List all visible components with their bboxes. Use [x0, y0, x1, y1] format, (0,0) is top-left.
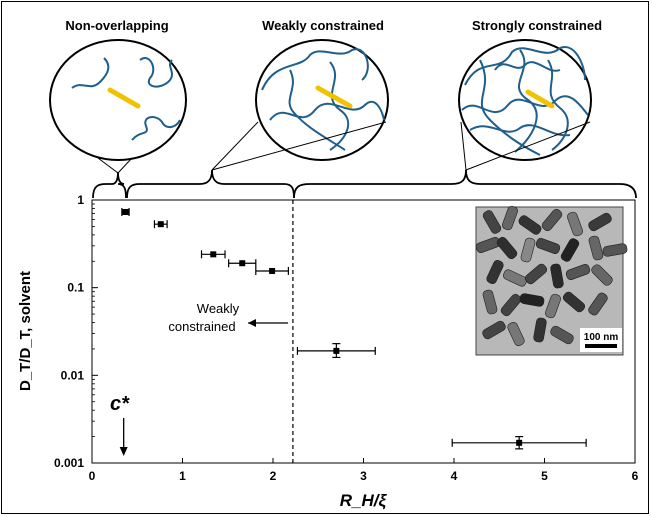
- data-point: [122, 208, 129, 215]
- x-tick-label: 6: [632, 469, 639, 483]
- polymer-chain: [329, 61, 350, 151]
- connector-line: [460, 121, 467, 171]
- tem-inset: 100 nm: [475, 205, 628, 356]
- data-point: [269, 267, 276, 274]
- tem-rod: [588, 235, 604, 261]
- title-strongly-constrained: Strongly constrained: [472, 18, 602, 33]
- polymer-chain: [464, 46, 586, 86]
- polymer-chain: [131, 116, 181, 141]
- tem-rod: [567, 211, 583, 237]
- x-tick-label: 4: [451, 469, 458, 483]
- y-tick-label: 0.001: [54, 456, 84, 470]
- tem-rod: [482, 210, 502, 234]
- tem-rod: [518, 215, 542, 235]
- x-tick-label: 1: [179, 469, 186, 483]
- ellipse-non-overlapping: [49, 39, 187, 161]
- x-tick-label: 0: [89, 469, 96, 483]
- scale-bar-label: 100 nm: [584, 332, 619, 343]
- data-points: [121, 207, 587, 450]
- title-non-overlapping: Non-overlapping: [65, 18, 168, 33]
- tem-rod: [502, 205, 518, 231]
- tem-rod: [507, 322, 525, 346]
- brace-weakly-constrained: [126, 169, 295, 199]
- tem-rod: [500, 293, 522, 317]
- arrowhead-left-icon: [248, 319, 256, 327]
- polymer-chain: [461, 95, 589, 116]
- polymer-chain: [261, 48, 369, 91]
- tem-rod: [560, 238, 580, 262]
- brace-non-overlapping: [92, 171, 127, 199]
- annotation-constrained: constrained: [168, 319, 235, 334]
- connector-line: [117, 157, 133, 174]
- c-star-label: c*: [110, 393, 130, 415]
- ellipse-weakly-constrained: [255, 39, 389, 161]
- y-tick-label: 1: [77, 193, 84, 207]
- tem-rod: [496, 236, 518, 260]
- tem-rod: [562, 291, 586, 313]
- polymer-chain: [494, 61, 561, 72]
- data-point: [333, 347, 340, 354]
- tem-rod: [520, 237, 536, 263]
- tem-rod: [524, 263, 548, 285]
- x-tick-label: 3: [360, 469, 367, 483]
- tem-rod: [591, 264, 613, 286]
- data-point: [239, 260, 246, 267]
- tem-rod: [588, 292, 608, 316]
- panel-weakly-constrained: [255, 39, 389, 161]
- x-axis: 0 1 2 3 4 5 6: [89, 458, 639, 483]
- scale-bar: [585, 344, 617, 348]
- tem-rod: [602, 243, 628, 257]
- y-tick-label: 0.1: [67, 281, 84, 295]
- x-tick-label: 5: [541, 469, 548, 483]
- nanorod: [315, 85, 353, 109]
- polymer-chain: [71, 57, 110, 89]
- tem-rod: [482, 320, 506, 340]
- annotation-weakly: Weakly: [197, 301, 240, 316]
- x-axis-label: R_H/ξ: [340, 491, 388, 510]
- polymer-chain: [469, 124, 571, 137]
- y-axis-label: D_T/D_T, solvent: [17, 271, 34, 391]
- nanorod: [107, 87, 141, 109]
- tem-rod: [486, 260, 504, 284]
- tem-rod: [588, 212, 612, 232]
- panel-strongly-constrained: [458, 39, 592, 161]
- data-point: [157, 221, 164, 228]
- tem-rods: [475, 205, 628, 346]
- connector-line: [97, 157, 119, 174]
- tem-rod: [482, 289, 498, 315]
- nanorod: [525, 89, 555, 109]
- arrowhead-down-icon: [119, 447, 128, 456]
- tem-rod: [535, 238, 561, 254]
- polymer-chain: [288, 69, 346, 151]
- y-tick-label: 0.01: [61, 368, 85, 382]
- tem-rod: [545, 293, 561, 319]
- polymer-chain: [139, 57, 173, 88]
- y-axis: 0.001 0.01 0.1 1: [54, 193, 98, 470]
- tem-rod: [550, 263, 564, 289]
- data-point: [210, 251, 217, 258]
- connector-line: [211, 121, 259, 171]
- title-weakly-constrained: Weakly constrained: [262, 18, 384, 33]
- tem-rod: [541, 208, 563, 232]
- x-axis-label-text: R_H/ξ: [340, 491, 388, 510]
- brace-strongly-constrained: [293, 169, 637, 199]
- tem-rod: [565, 264, 591, 280]
- polymer-chain: [547, 59, 569, 151]
- tem-rod: [533, 317, 547, 343]
- tem-rod: [503, 269, 527, 287]
- connector-line: [465, 121, 591, 171]
- connector-line: [211, 121, 387, 171]
- tem-rod: [519, 293, 545, 307]
- tem-rod: [550, 325, 574, 345]
- data-point: [516, 439, 523, 446]
- x-tick-label: 2: [270, 469, 277, 483]
- panel-non-overlapping: [49, 39, 187, 161]
